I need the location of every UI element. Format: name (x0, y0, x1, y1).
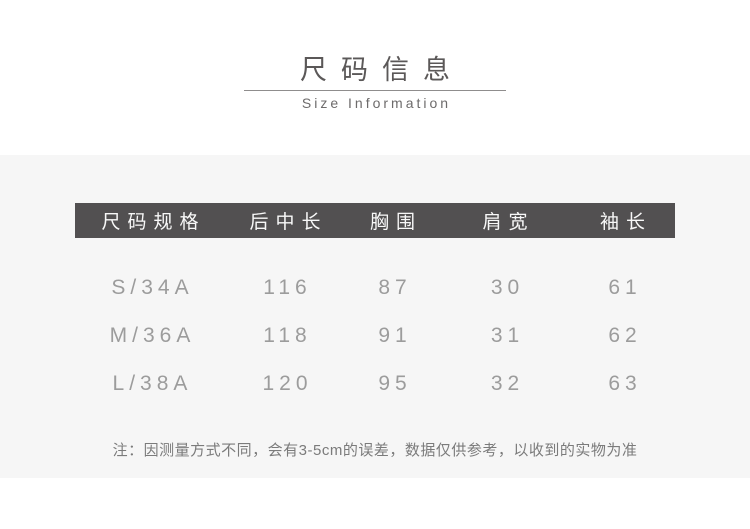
table-body: S/34A 116 87 30 61 M/36A 118 91 31 62 L/… (75, 264, 675, 408)
title-divider (244, 90, 506, 91)
measurement-note: 注：因测量方式不同，会有3-5cm的误差，数据仅供参考，以收到的实物为准 (112, 442, 638, 459)
shoulder-cell: 30 (490, 276, 525, 299)
size-label-cell: S/34A (111, 276, 194, 299)
bust-cell: 87 (378, 276, 412, 299)
back-length-cell: 118 (263, 324, 312, 347)
title-block: 尺码信息 Size Information (0, 55, 750, 112)
size-label-cell: L/38A (112, 372, 193, 395)
table-row-l: L/38A 120 95 32 63 (75, 360, 675, 408)
header-cell-back-length: 后中长 (249, 212, 328, 233)
header-cell-size-spec: 尺码规格 (101, 212, 206, 233)
shoulder-cell: 32 (490, 372, 525, 395)
table-row-s: S/34A 116 87 30 61 (75, 264, 675, 312)
header-cell-bust: 胸围 (369, 212, 422, 233)
shoulder-cell: 31 (490, 324, 525, 347)
sleeve-cell: 62 (608, 324, 642, 347)
header-cell-sleeve: 袖长 (599, 212, 652, 233)
size-info-section: 尺码规格 后中长 胸围 肩宽 袖长 S/34A 116 87 30 61 M/3… (0, 155, 750, 478)
sleeve-cell: 61 (608, 276, 642, 299)
page-subtitle: Size Information (301, 95, 452, 111)
back-length-cell: 116 (263, 276, 312, 299)
back-length-cell: 120 (262, 372, 313, 395)
size-label-cell: M/36A (109, 324, 196, 347)
page-title: 尺码信息 (300, 55, 464, 85)
header-cell-shoulder: 肩宽 (482, 212, 535, 233)
sleeve-cell: 63 (608, 372, 642, 395)
table-header-row: 尺码规格 后中长 胸围 肩宽 袖长 (75, 203, 675, 238)
bust-cell: 95 (378, 372, 412, 395)
size-table: 尺码规格 后中长 胸围 肩宽 袖长 S/34A 116 87 30 61 M/3… (75, 203, 675, 461)
table-row-m: M/36A 118 91 31 62 (75, 312, 675, 360)
bust-cell: 91 (378, 324, 412, 347)
